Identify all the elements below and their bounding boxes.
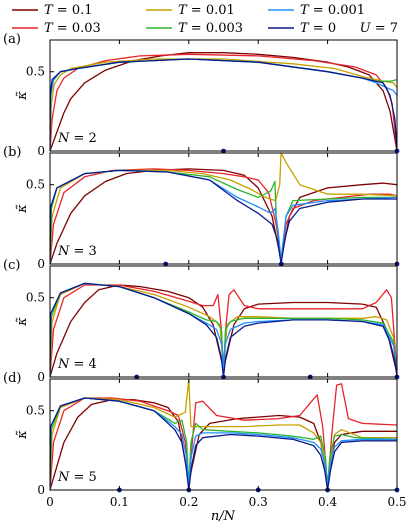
- x-tick-label-3: 0.3: [249, 495, 268, 509]
- panel-2-ytick-label-0: 0: [37, 370, 45, 384]
- panel-1-curves: [50, 152, 397, 265]
- panel-2-series-0: [50, 284, 397, 378]
- legend-label-5: T = 0: [300, 21, 336, 36]
- x-tick-label-0: 0: [46, 495, 54, 509]
- legend-label-4: T = 0.003: [178, 21, 243, 36]
- panel-1-series-0: [50, 168, 397, 265]
- panel-0-ytick-label-0: 0: [37, 144, 45, 158]
- panel-3-ytick-label-1: 0.5: [26, 404, 45, 418]
- panel-3-tag: (d): [3, 371, 21, 386]
- panel-0-series-5: [50, 58, 397, 152]
- panel-2-series-4: [50, 282, 397, 378]
- panel-1-tag: (b): [3, 145, 21, 160]
- panel-3-ylabel: κ̃: [15, 430, 30, 440]
- legend-label-3: T = 0.03: [44, 21, 101, 36]
- panel-0-ylabel: κ̃: [15, 91, 30, 101]
- panel-3-series-0: [50, 398, 397, 491]
- panel-3-series-4: [50, 397, 397, 491]
- panel-3-frame: [49, 378, 398, 491]
- panel-0-nlabel: N = 2: [57, 131, 97, 146]
- panel-3-series-1: [50, 383, 397, 491]
- panel-1-series-5: [50, 169, 397, 265]
- panels: 0 0.5 κ̃ (a) N = 2 0 0.5 κ̃ (b) N = 3 0 0.5 κ̃ (c) N =…: [3, 32, 400, 497]
- panel-0-ytick-label-1: 0.5: [26, 65, 45, 79]
- panel-3-series-3: [50, 397, 397, 491]
- x-tick-label-5: 0.5: [387, 495, 406, 509]
- panel-0-curves: [50, 52, 397, 152]
- x-tick-label-1: 0.1: [110, 495, 129, 509]
- panel-2: 0 0.5 κ̃ (c) N = 4: [3, 258, 400, 384]
- panel-2-tag: (c): [3, 258, 20, 273]
- panel-0: 0 0.5 κ̃ (a) N = 2: [3, 32, 400, 158]
- legend-label-2: T = 0.001: [300, 3, 365, 18]
- x-tick-label-2: 0.2: [179, 495, 198, 509]
- panel-3-curves: [50, 378, 397, 491]
- legend: T = 0.1 T = 0.01 T = 0.001 T = 0.03 T = 0.00…: [12, 3, 398, 36]
- legend-label-1: T = 0.01: [178, 3, 235, 18]
- x-tick-label-4: 0.4: [318, 495, 337, 509]
- panel-2-frame: [49, 265, 398, 378]
- panel-2-nlabel: N = 4: [57, 357, 97, 372]
- panel-3-series-2: [50, 378, 397, 491]
- panel-0-tag: (a): [3, 32, 21, 47]
- panel-1-frame: [49, 152, 398, 265]
- panel-3-nlabel: N = 5: [57, 470, 97, 485]
- panel-1-series-2: [50, 152, 397, 265]
- panel-3-ytick-label-0: 0: [37, 483, 45, 497]
- x-axis-label: n/N: [211, 509, 236, 524]
- panel-1-nlabel: N = 3: [57, 244, 97, 259]
- panel-1-ytick-label-0: 0: [37, 257, 45, 271]
- panel-2-series-5: [50, 282, 397, 378]
- panel-3-series-5: [50, 397, 397, 491]
- panel-2-ytick-label-1: 0.5: [26, 291, 45, 305]
- x-axis-tick-labels: 0 0.1 0.2 0.3 0.4 0.5: [46, 495, 406, 509]
- panel-1-ytick-label-1: 0.5: [26, 178, 45, 192]
- panel-0-series-1: [50, 53, 397, 152]
- legend-label-0: T = 0.1: [44, 3, 93, 18]
- panel-2-ylabel: κ̃: [15, 317, 30, 327]
- panel-3: 0 0.5 κ̃ (d) N = 5: [3, 371, 400, 497]
- panel-0-series-0: [50, 52, 397, 152]
- legend-extra: U = 7: [360, 21, 398, 36]
- panel-1-ylabel: κ̃: [15, 204, 30, 214]
- panel-1: 0 0.5 κ̃ (b) N = 3: [3, 145, 400, 271]
- panel-2-curves: [50, 282, 397, 378]
- panel-0-frame: [49, 39, 398, 152]
